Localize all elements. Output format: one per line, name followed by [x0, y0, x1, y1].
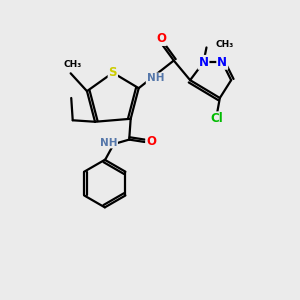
Text: S: S — [109, 66, 117, 79]
Text: O: O — [156, 32, 166, 45]
Text: N: N — [217, 56, 227, 69]
Text: O: O — [146, 136, 156, 148]
Text: CH₃: CH₃ — [215, 40, 234, 49]
Text: CH₃: CH₃ — [63, 61, 82, 70]
Text: N: N — [199, 56, 208, 69]
Text: Cl: Cl — [211, 112, 223, 125]
Text: NH: NH — [147, 74, 164, 83]
Text: NH: NH — [100, 138, 117, 148]
